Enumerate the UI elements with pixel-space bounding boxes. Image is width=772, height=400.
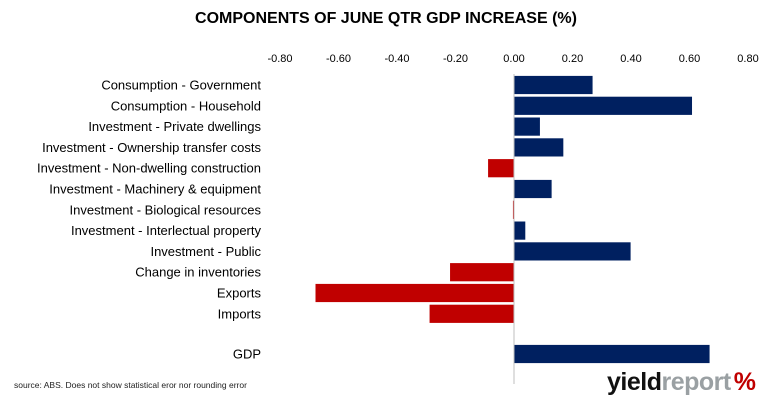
x-tick-label: 0.40 (620, 53, 641, 65)
chart-title: COMPONENTS OF JUNE QTR GDP INCREASE (%) (195, 10, 577, 27)
x-tick-label: -0.40 (384, 53, 409, 65)
category-label: Investment - Private dwellings (88, 119, 261, 134)
yieldreport-logo: yieldreport% (607, 368, 756, 397)
category-label: Imports (218, 306, 262, 321)
bar (487, 158, 515, 179)
bar (513, 241, 632, 262)
bar (513, 220, 527, 241)
x-tick-label: 0.00 (503, 53, 524, 65)
category-label: Investment - Public (150, 244, 261, 259)
logo-yield: yield (607, 368, 662, 396)
logo-percent-icon: % (733, 368, 756, 396)
logo-report: report (661, 368, 731, 396)
category-label: Investment - Interlectual property (71, 223, 262, 238)
bar (513, 344, 711, 364)
x-tick-label: -0.20 (443, 53, 468, 65)
x-tick-label: -0.60 (326, 53, 351, 65)
category-label: Investment - Ownership transfer costs (42, 140, 261, 155)
category-label: Investment - Biological resources (70, 202, 262, 217)
category-label: GDP (233, 347, 261, 362)
bar (314, 283, 515, 303)
x-tick-label: -0.80 (267, 53, 292, 65)
source-note: source: ABS. Does not show statistical e… (14, 380, 247, 390)
bar (513, 75, 594, 95)
category-label: Exports (217, 286, 262, 301)
category-label: Investment - Machinery & equipment (49, 182, 261, 197)
x-tick-label: 0.80 (737, 53, 758, 65)
category-label: Consumption - Household (111, 98, 261, 113)
x-tick-label: 0.60 (679, 53, 700, 65)
category-label: Consumption - Government (101, 78, 261, 93)
x-axis-ticks: -0.80 -0.60 -0.40 -0.20 0.00 0.20 0.40 0.60 0.80 (267, 53, 758, 65)
bar (513, 95, 693, 116)
bar (428, 303, 515, 324)
x-tick-label: 0.20 (562, 53, 583, 65)
bar (449, 262, 515, 283)
category-label: Change in inventories (135, 265, 261, 280)
category-labels: Consumption - Government Consumption - Ho… (37, 78, 261, 362)
bar (513, 179, 553, 199)
bars (314, 75, 711, 364)
bar (513, 116, 541, 137)
category-label: Investment - Non-dwelling construction (37, 161, 261, 176)
bar (513, 137, 565, 158)
